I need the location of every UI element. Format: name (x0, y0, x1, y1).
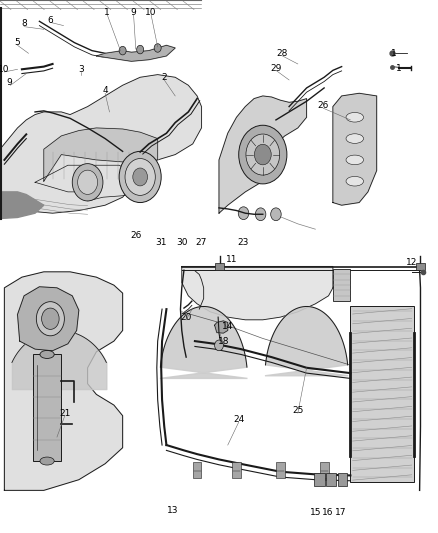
Bar (215, 263, 224, 270)
Bar (333, 269, 350, 301)
Text: 1: 1 (396, 64, 402, 72)
Text: 28: 28 (277, 49, 288, 58)
Text: 9: 9 (131, 8, 137, 17)
Circle shape (119, 151, 161, 203)
Bar (232, 462, 241, 478)
Bar (193, 462, 201, 478)
Circle shape (215, 340, 223, 351)
Circle shape (238, 207, 249, 220)
Circle shape (78, 170, 98, 195)
Circle shape (125, 158, 155, 196)
Polygon shape (219, 96, 307, 213)
Text: 13: 13 (167, 506, 179, 515)
Circle shape (271, 208, 281, 221)
Bar (320, 462, 328, 478)
Text: 20: 20 (180, 313, 192, 321)
Text: 21: 21 (59, 409, 71, 417)
Text: 23: 23 (237, 238, 249, 247)
Ellipse shape (346, 134, 364, 143)
Ellipse shape (40, 457, 54, 465)
Polygon shape (215, 321, 228, 333)
Bar (350, 306, 414, 482)
Polygon shape (18, 287, 79, 351)
Text: 6: 6 (47, 16, 53, 25)
Polygon shape (265, 306, 348, 376)
Ellipse shape (346, 176, 364, 186)
Text: 25: 25 (292, 406, 304, 415)
Text: 24: 24 (233, 415, 244, 424)
Text: 26: 26 (318, 101, 329, 110)
Text: 8: 8 (21, 20, 27, 28)
Bar (326, 473, 336, 486)
Text: 1: 1 (391, 49, 397, 58)
Text: 18: 18 (218, 337, 229, 345)
Text: 26: 26 (130, 231, 141, 240)
Bar (276, 462, 285, 478)
Text: 31: 31 (155, 238, 167, 247)
Ellipse shape (40, 351, 54, 358)
Polygon shape (160, 306, 247, 378)
Circle shape (119, 46, 126, 55)
Text: 12: 12 (406, 258, 417, 266)
Ellipse shape (346, 112, 364, 122)
Text: 29: 29 (270, 64, 282, 72)
Polygon shape (44, 128, 158, 181)
Polygon shape (4, 272, 123, 490)
Text: 10: 10 (0, 65, 9, 74)
Bar (416, 263, 425, 270)
Text: 11: 11 (226, 255, 238, 264)
Circle shape (246, 134, 279, 175)
Circle shape (36, 302, 64, 336)
Circle shape (42, 308, 59, 329)
Text: 17: 17 (335, 508, 346, 517)
Text: 27: 27 (196, 238, 207, 247)
Bar (33, 354, 61, 461)
Circle shape (72, 164, 103, 201)
Polygon shape (0, 75, 201, 213)
Bar (338, 473, 347, 486)
Text: 15: 15 (310, 508, 321, 517)
Polygon shape (0, 192, 44, 219)
Circle shape (239, 125, 287, 184)
Circle shape (133, 168, 148, 186)
Text: 3: 3 (78, 65, 84, 74)
Text: 30: 30 (176, 238, 187, 247)
Polygon shape (333, 93, 377, 205)
Text: 1: 1 (104, 8, 110, 17)
Text: 10: 10 (145, 8, 157, 17)
Polygon shape (182, 266, 333, 320)
Bar (314, 473, 325, 486)
Text: 2: 2 (162, 73, 167, 82)
Text: 14: 14 (222, 322, 233, 330)
Text: 5: 5 (14, 38, 21, 47)
Text: 4: 4 (102, 86, 108, 95)
Circle shape (137, 45, 144, 54)
Circle shape (154, 44, 161, 52)
Circle shape (254, 144, 271, 165)
Text: 16: 16 (322, 508, 333, 517)
Circle shape (255, 208, 266, 221)
Text: 9: 9 (7, 78, 13, 87)
Polygon shape (96, 45, 175, 61)
Ellipse shape (346, 155, 364, 165)
